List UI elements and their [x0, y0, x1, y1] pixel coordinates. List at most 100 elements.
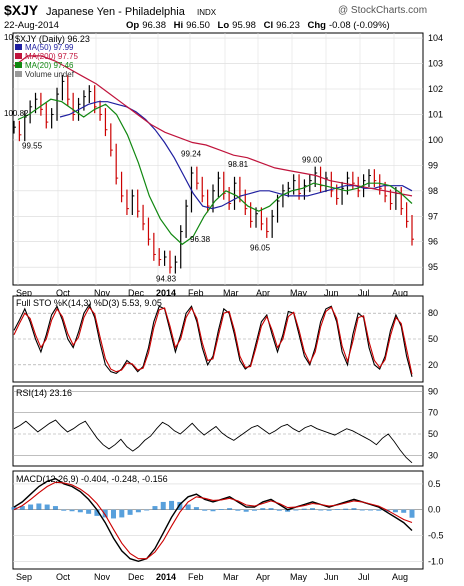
- macd-histogram-bar: [94, 509, 100, 516]
- macd-signal-line: [13, 481, 413, 560]
- month-label: Nov: [94, 288, 111, 298]
- price-annotation: 94.83: [156, 275, 177, 284]
- month-label: 2014: [156, 288, 176, 298]
- month-label: Apr: [256, 572, 270, 582]
- sto-y-tick-label: 50: [428, 334, 438, 344]
- watermark: @ StockCharts.com: [338, 5, 427, 16]
- macd-histogram-bar: [44, 504, 50, 510]
- macd-histogram-bar: [334, 509, 340, 510]
- price-annotation: 10: [4, 33, 13, 42]
- legend-swatch: [15, 53, 22, 59]
- sto-y-tick-label: 20: [428, 360, 438, 370]
- macd-histogram-bar: [77, 509, 83, 513]
- rsi-y-tick-label: 70: [428, 408, 438, 418]
- price-annotation: 100.82: [4, 109, 29, 118]
- price-y-tick-label: 98: [428, 186, 438, 196]
- ohlc-line: Op 96.38 Hi 96.50 Lo 95.98 Cl 96.23 Chg -0.08…: [126, 20, 390, 31]
- legend-label: Volume undef: [25, 70, 75, 79]
- symbol-label: $XJY: [4, 2, 39, 18]
- macd-series: [11, 477, 415, 563]
- macd-histogram-bar: [301, 508, 307, 510]
- instrument-name: Japanese Yen - Philadelphia: [46, 6, 186, 18]
- high-value: 96.50: [186, 20, 210, 31]
- ma-line-ma200: [13, 55, 413, 197]
- month-label: Mar: [223, 572, 239, 582]
- macd-y-tick-label: 0.0: [428, 505, 441, 515]
- macd-histogram-bar: [268, 508, 274, 510]
- month-label: May: [290, 572, 308, 582]
- rsi-panel-frame: [12, 385, 424, 467]
- macd-histogram-bar: [392, 509, 398, 513]
- macd-histogram-bar: [61, 509, 67, 511]
- macd-y-tick-label: -1.0: [428, 556, 444, 566]
- month-axis-bottom: Sep Oct Nov Dec 2014 Feb Mar Apr May Jun Jul Aug: [16, 572, 408, 582]
- rsi-line: [13, 419, 413, 464]
- macd-histogram-bar: [293, 509, 299, 511]
- price-panel-title: $XJY (Daily) 96.23: [15, 34, 90, 44]
- macd-histogram-bar: [111, 509, 116, 519]
- price-y-tick-label: 97: [428, 211, 438, 221]
- macd-histogram-bar: [235, 509, 241, 511]
- legend-swatch: [15, 62, 22, 68]
- change-label: Chg: [308, 20, 327, 31]
- month-label: 2014: [156, 572, 176, 582]
- macd-histogram-bar: [119, 509, 125, 518]
- macd-histogram-bar: [177, 501, 183, 510]
- sto-y-tick-label: 80: [428, 308, 438, 318]
- macd-histogram-bar: [285, 509, 291, 512]
- price-y-ticks: 95 96 97 98 99 100 101 102 103 104: [428, 33, 443, 272]
- macd-histogram-bar: [52, 506, 58, 510]
- macd-histogram-bar: [11, 507, 17, 510]
- macd-histogram-bar: [127, 509, 133, 515]
- macd-histogram-bar: [409, 509, 415, 518]
- month-label: Aug: [392, 288, 408, 298]
- rsi-y-ticks: 30 50 70 90: [428, 386, 438, 460]
- month-label: Sep: [16, 288, 32, 298]
- macd-y-tick-label: 0.5: [428, 479, 441, 489]
- macd-histogram-bar: [19, 506, 25, 510]
- macd-histogram-bar: [276, 509, 282, 511]
- price-annotations: 100.82 99.55 99.24 98.81 99.00 96.38 96.05 94.8…: [4, 33, 323, 283]
- month-label: Aug: [392, 572, 408, 582]
- macd-histogram-bar: [86, 509, 92, 514]
- month-label: Jun: [324, 572, 339, 582]
- rsi-y-tick-label: 90: [428, 386, 438, 396]
- macd-y-ticks: -1.0 -0.5 0.0 0.5: [428, 479, 444, 566]
- macd-histogram-bar: [318, 509, 324, 511]
- month-label: Oct: [56, 288, 71, 298]
- macd-histogram-bar: [251, 509, 257, 511]
- price-annotation: 99.24: [181, 149, 202, 158]
- legend-swatch: [15, 44, 22, 50]
- close-value: 96.23: [276, 20, 300, 31]
- price-y-tick-label: 96: [428, 237, 438, 247]
- month-label: Dec: [128, 572, 145, 582]
- price-annotation: 96.38: [190, 235, 211, 244]
- month-label: Feb: [188, 572, 204, 582]
- macd-histogram-bar: [260, 508, 266, 510]
- high-label: Hi: [174, 20, 184, 31]
- price-y-tick-label: 99: [428, 160, 438, 170]
- month-label: Jul: [358, 288, 370, 298]
- month-label: Sep: [16, 572, 32, 582]
- macd-histogram-bar: [401, 509, 407, 513]
- macd-histogram-bar: [227, 508, 233, 510]
- macd-histogram-bar: [359, 509, 365, 511]
- open-label: Op: [126, 20, 139, 31]
- close-label: Cl: [264, 20, 274, 31]
- legend-label: MA(20) 97.46: [25, 61, 74, 70]
- macd-panel-title: MACD(12,26,9) -0.404, -0.248, -0.156: [16, 474, 168, 484]
- legend-label: MA(200) 97.75: [25, 52, 78, 61]
- macd-histogram-bar: [144, 509, 150, 511]
- macd-histogram-bar: [185, 504, 191, 510]
- price-y-tick-label: 101: [428, 109, 443, 119]
- exchange-label: INDX: [197, 8, 217, 17]
- price-annotation: 98.81: [228, 160, 249, 169]
- macd-histogram-bar: [69, 509, 75, 512]
- price-y-tick-label: 104: [428, 33, 443, 43]
- open-value: 96.38: [142, 20, 166, 31]
- macd-histogram-bar: [326, 509, 332, 511]
- macd-histogram-bar: [376, 509, 382, 511]
- macd-y-tick-label: -0.5: [428, 530, 444, 540]
- price-y-tick-label: 100: [428, 135, 443, 145]
